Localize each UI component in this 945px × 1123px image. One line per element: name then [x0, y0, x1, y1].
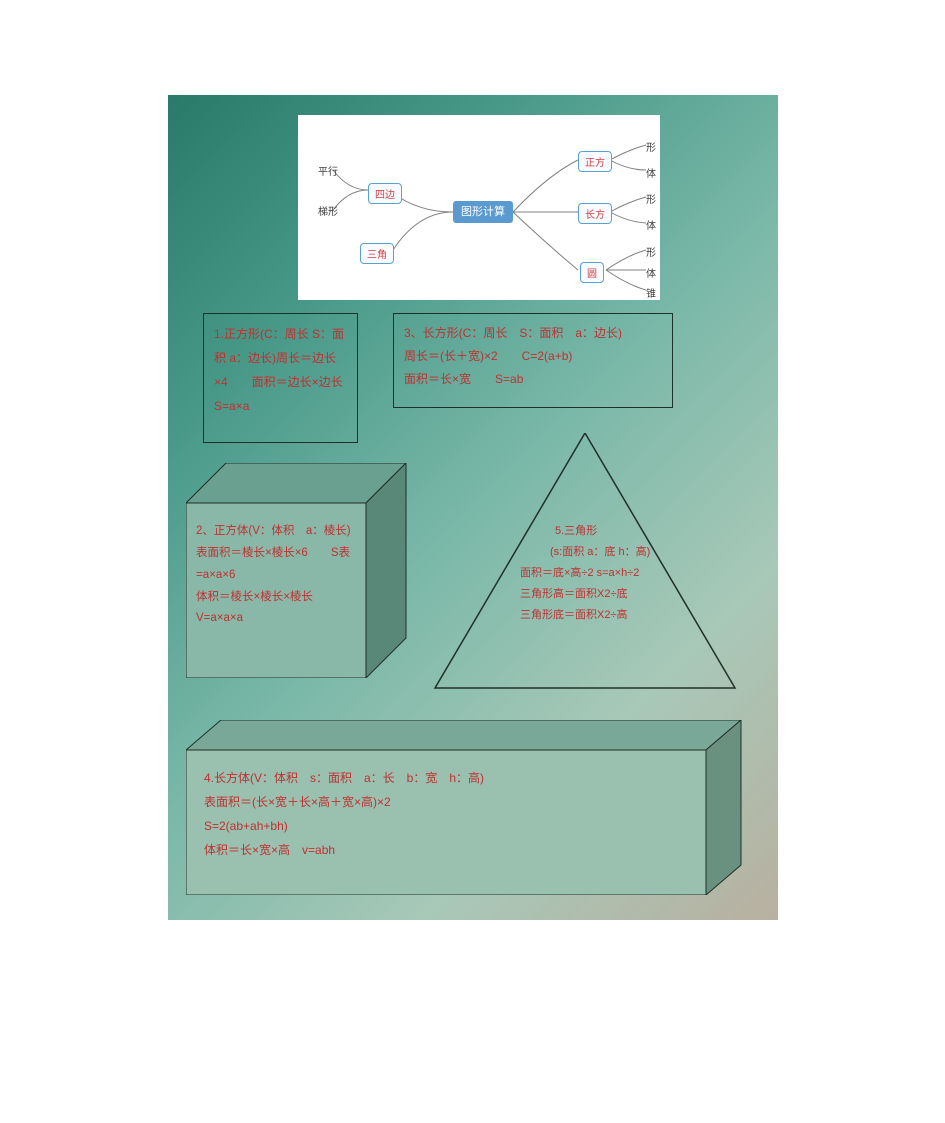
- triangle-line-5: 三角形底＝面积X2÷高: [520, 605, 690, 626]
- cube-shape: 2、正方体(V：体积 a：棱长)表面积＝棱长×棱长×6 S表=a×a×6 体积＝…: [186, 463, 416, 678]
- cuboid-line-1: 4.长方体(V：体积 s：面积 a：长 b：宽 h：高): [204, 766, 684, 790]
- mindmap-leaf-xing3: 形: [646, 244, 656, 259]
- square-formula-box: 1.正方形(C：周长 S：面积 a：边长)周长＝边长×4 面积＝边长×边长 S=…: [203, 313, 358, 443]
- cuboid-formula-text: 4.长方体(V：体积 s：面积 a：长 b：宽 h：高) 表面积＝(长×宽＋长×…: [194, 758, 694, 870]
- mindmap-leaf-ti3: 体: [646, 265, 656, 280]
- cuboid-shape: 4.长方体(V：体积 s：面积 a：长 b：宽 h：高) 表面积＝(长×宽＋长×…: [186, 720, 746, 895]
- mindmap-leaf-zhui: 锥: [646, 285, 656, 300]
- rectangle-formula-text: 3、长方形(C：周长 S：面积 a：边长) 周长＝(长＋宽)×2 C=2(a+b…: [394, 314, 672, 398]
- page: 图形计算 四边 三角 正方 长方 圆 平行 梯形 形 体 形 体 形 体 锥 1…: [0, 0, 945, 1123]
- mindmap-center: 图形计算: [453, 201, 513, 223]
- rect-line-3: 面积＝长×宽 S=ab: [404, 368, 662, 391]
- cuboid-line-4: 体积＝长×宽×高 v=abh: [204, 838, 684, 862]
- triangle-formula-text: 5.三角形 (s:面积 a：底 h：高) 面积＝底×高÷2 s=a×h÷2 三角…: [510, 513, 700, 633]
- infographic-canvas: 图形计算 四边 三角 正方 长方 圆 平行 梯形 形 体 形 体 形 体 锥 1…: [168, 95, 778, 920]
- mindmap-leaf-xing1: 形: [646, 139, 656, 154]
- triangle-line-1: 5.三角形: [520, 521, 690, 542]
- mindmap-panel: 图形计算 四边 三角 正方 长方 圆 平行 梯形 形 体 形 体 形 体 锥: [298, 115, 660, 300]
- cube-formula-text: 2、正方体(V：体积 a：棱长)表面积＝棱长×棱长×6 S表=a×a×6 体积＝…: [186, 513, 361, 638]
- cube-line-3: V=a×a×a: [196, 608, 351, 630]
- mindmap-node-yuan: 圆: [580, 262, 604, 283]
- cube-line-2: 体积＝棱长×棱长×棱长: [196, 587, 351, 609]
- mindmap-node-sibian: 四边: [368, 183, 402, 204]
- square-formula-text: 1.正方形(C：周长 S：面积 a：边长)周长＝边长×4 面积＝边长×边长 S=…: [204, 314, 357, 426]
- mindmap-leaf-tixing: 梯形: [318, 203, 338, 218]
- triangle-shape: 5.三角形 (s:面积 a：底 h：高) 面积＝底×高÷2 s=a×h÷2 三角…: [430, 433, 740, 693]
- mindmap-node-sanjiao: 三角: [360, 243, 394, 264]
- mindmap-leaf-xing2: 形: [646, 191, 656, 206]
- cuboid-line-3: S=2(ab+ah+bh): [204, 814, 684, 838]
- mindmap-node-zhengfang: 正方: [578, 151, 612, 172]
- rectangle-formula-box: 3、长方形(C：周长 S：面积 a：边长) 周长＝(长＋宽)×2 C=2(a+b…: [393, 313, 673, 408]
- triangle-line-3: 面积＝底×高÷2 s=a×h÷2: [520, 563, 690, 584]
- triangle-line-4: 三角形高＝面积X2÷底: [520, 584, 690, 605]
- mindmap-leaf-pingxing: 平行: [318, 163, 338, 178]
- cube-line-1: 2、正方体(V：体积 a：棱长)表面积＝棱长×棱长×6 S表=a×a×6: [196, 521, 351, 587]
- triangle-line-2: (s:面积 a：底 h：高): [520, 542, 690, 563]
- mindmap-leaf-ti1: 体: [646, 165, 656, 180]
- rect-line-2: 周长＝(长＋宽)×2 C=2(a+b): [404, 345, 662, 368]
- rect-line-1: 3、长方形(C：周长 S：面积 a：边长): [404, 322, 662, 345]
- mindmap-leaf-ti2: 体: [646, 217, 656, 232]
- cuboid-line-2: 表面积＝(长×宽＋长×高＋宽×高)×2: [204, 790, 684, 814]
- mindmap-node-changfang: 长方: [578, 203, 612, 224]
